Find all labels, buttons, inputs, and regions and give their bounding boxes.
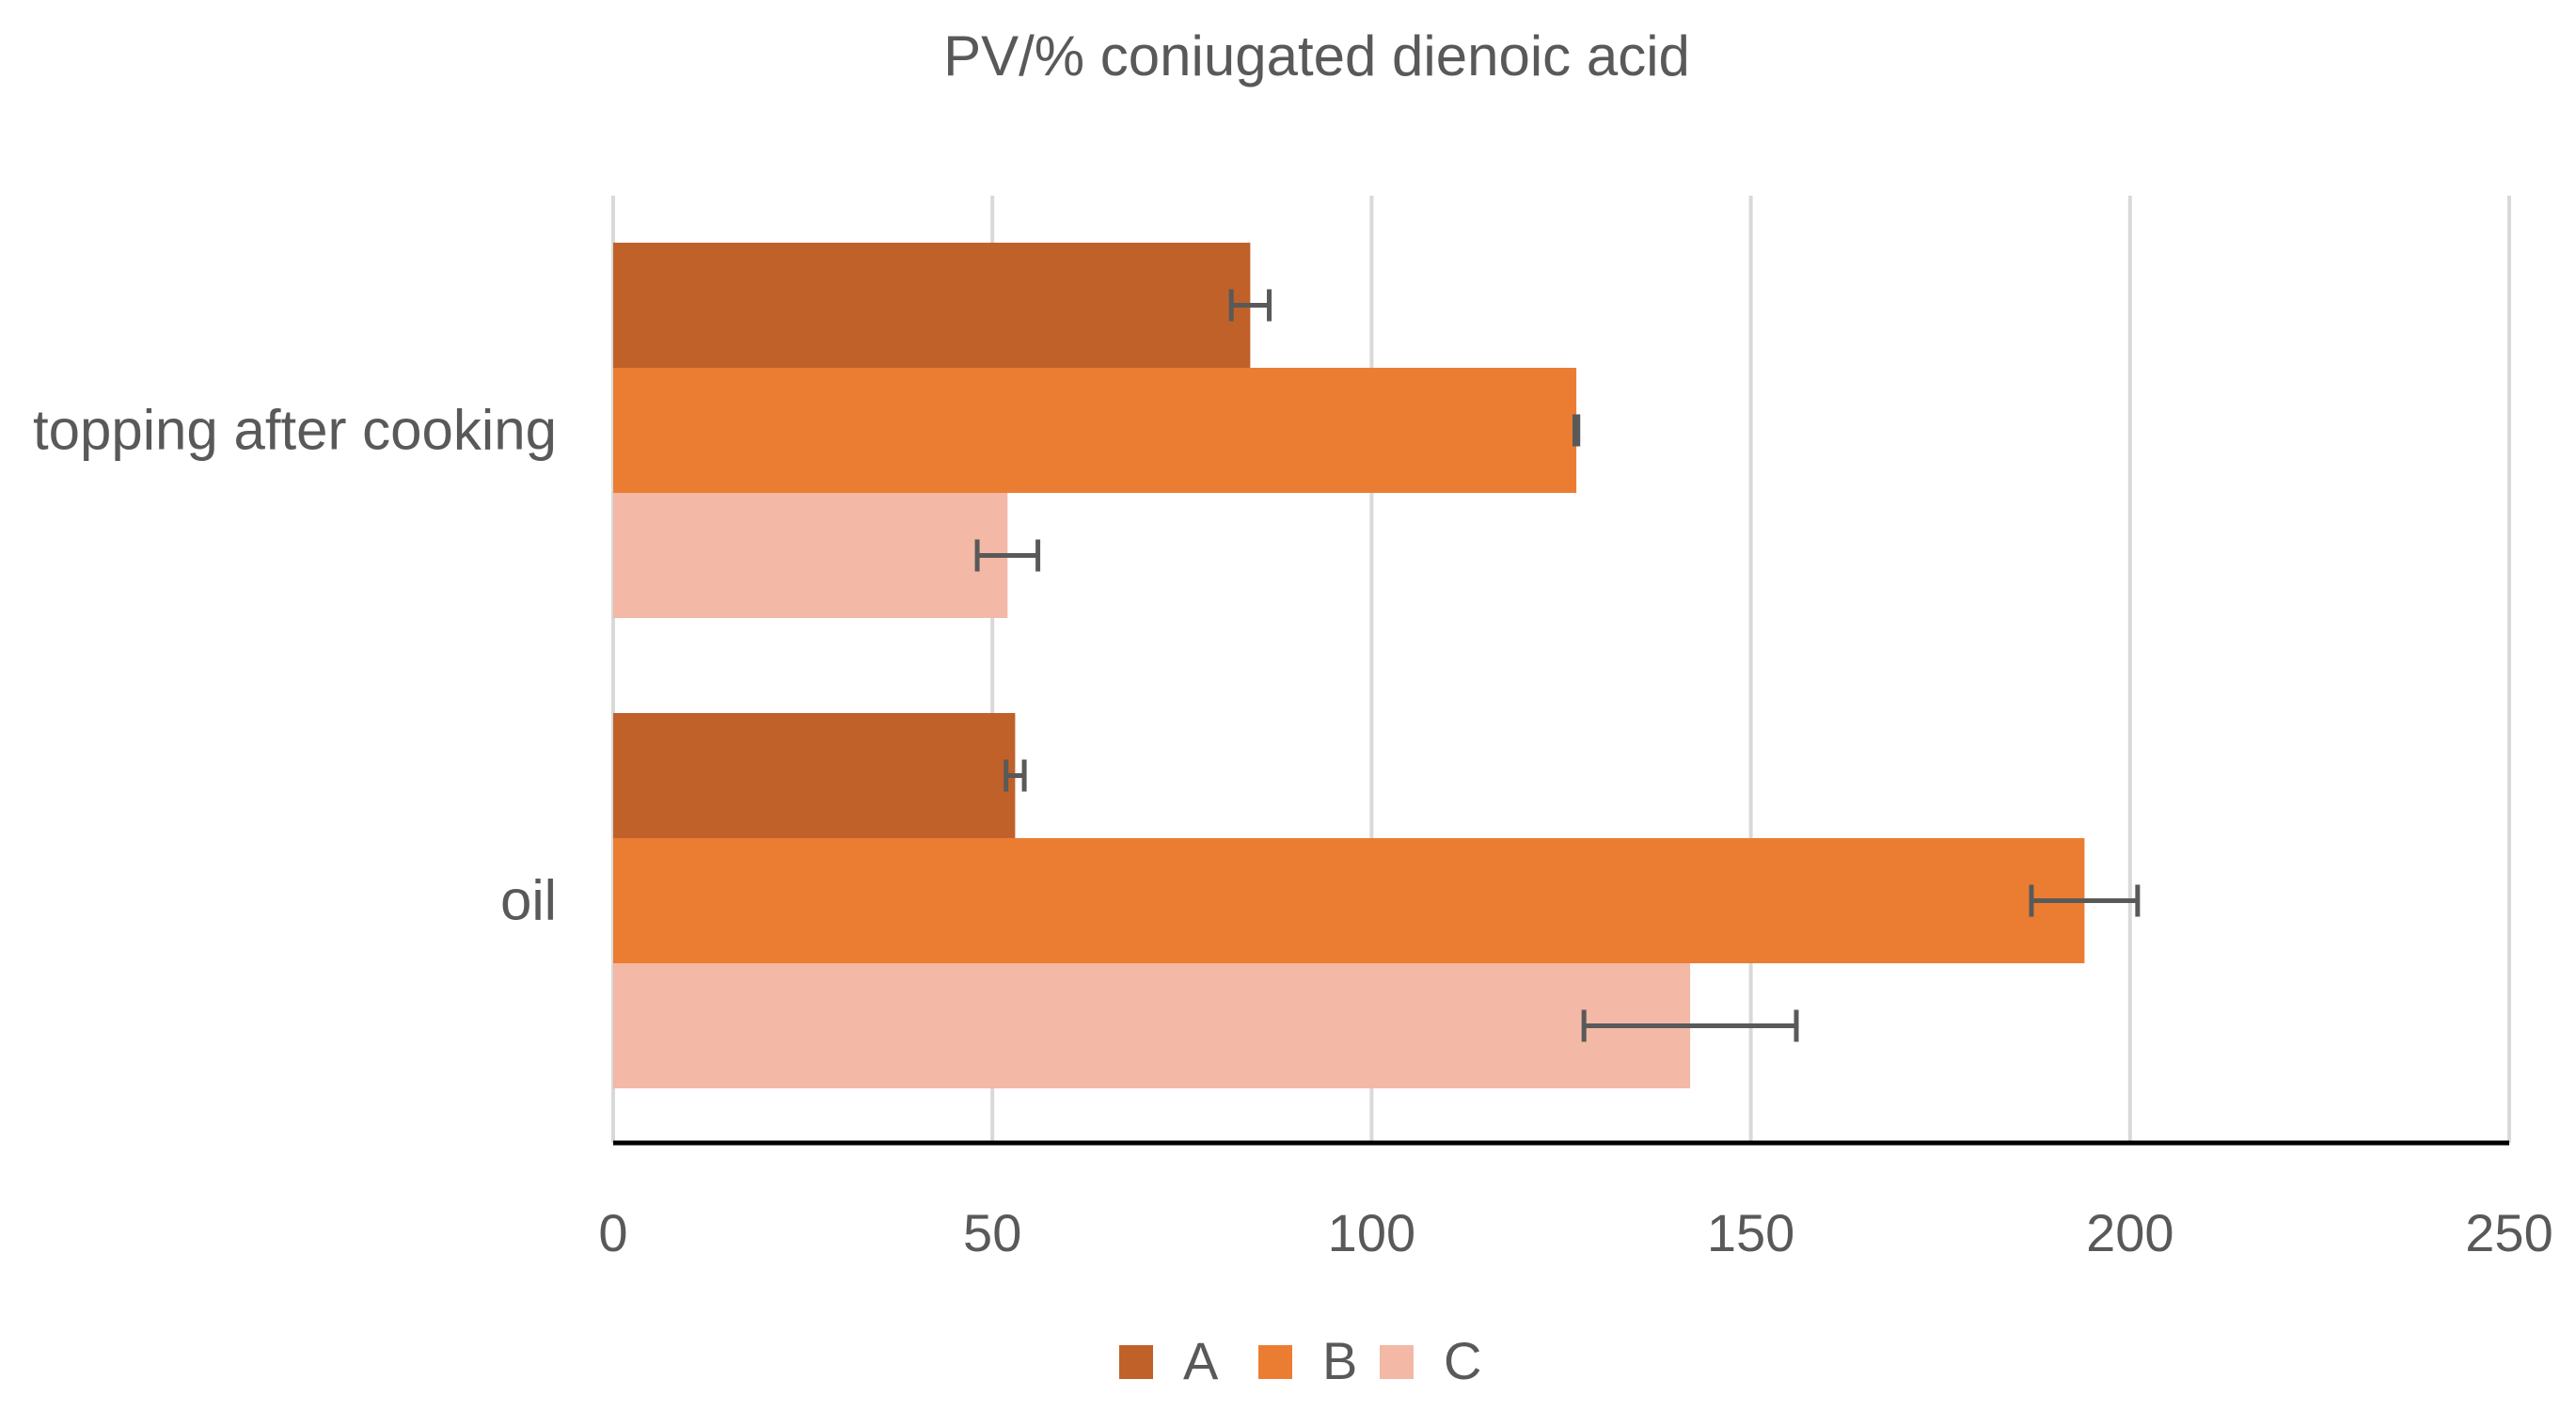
legend-label: B (1322, 1331, 1357, 1390)
legend-item-b: B (1258, 1331, 1357, 1390)
error-bar (2029, 884, 2141, 917)
bar-a (613, 713, 1016, 838)
error-bar (1004, 759, 1027, 792)
x-tick-label: 150 (1707, 1203, 1794, 1262)
legend-label: A (1183, 1331, 1219, 1390)
legend-label: C (1444, 1331, 1481, 1390)
bar-c (613, 963, 1691, 1088)
legend-swatch (1380, 1345, 1414, 1379)
error-bar (974, 539, 1041, 572)
chart-title: PV/% coniugated dienoic acid (943, 24, 1690, 87)
x-tick-labels: 0 50 100 150 200 250 (598, 1203, 2552, 1262)
error-bar (1228, 289, 1272, 322)
x-tick-label: 250 (2465, 1203, 2552, 1262)
category-label: oil (500, 869, 557, 932)
legend-swatch (1119, 1345, 1153, 1379)
bar-b (613, 838, 2085, 963)
x-tick-label: 50 (963, 1203, 1021, 1262)
x-tick-label: 200 (2086, 1203, 2173, 1262)
error-bars (974, 289, 2141, 1042)
bar-a (613, 243, 1251, 368)
legend: A B C (1119, 1331, 1481, 1390)
error-bar (1572, 414, 1581, 447)
legend-item-c: C (1380, 1331, 1481, 1390)
bar-b (613, 368, 1577, 493)
x-tick-label: 0 (598, 1203, 627, 1262)
category-label: topping after cooking (33, 399, 557, 462)
legend-item-a: A (1119, 1331, 1219, 1390)
error-bar (1581, 1009, 1799, 1042)
category-labels: topping after cooking oil (33, 399, 557, 932)
bars (613, 243, 2085, 1088)
x-tick-label: 100 (1328, 1203, 1415, 1262)
bar-c (613, 493, 1008, 618)
legend-swatch (1258, 1345, 1292, 1379)
